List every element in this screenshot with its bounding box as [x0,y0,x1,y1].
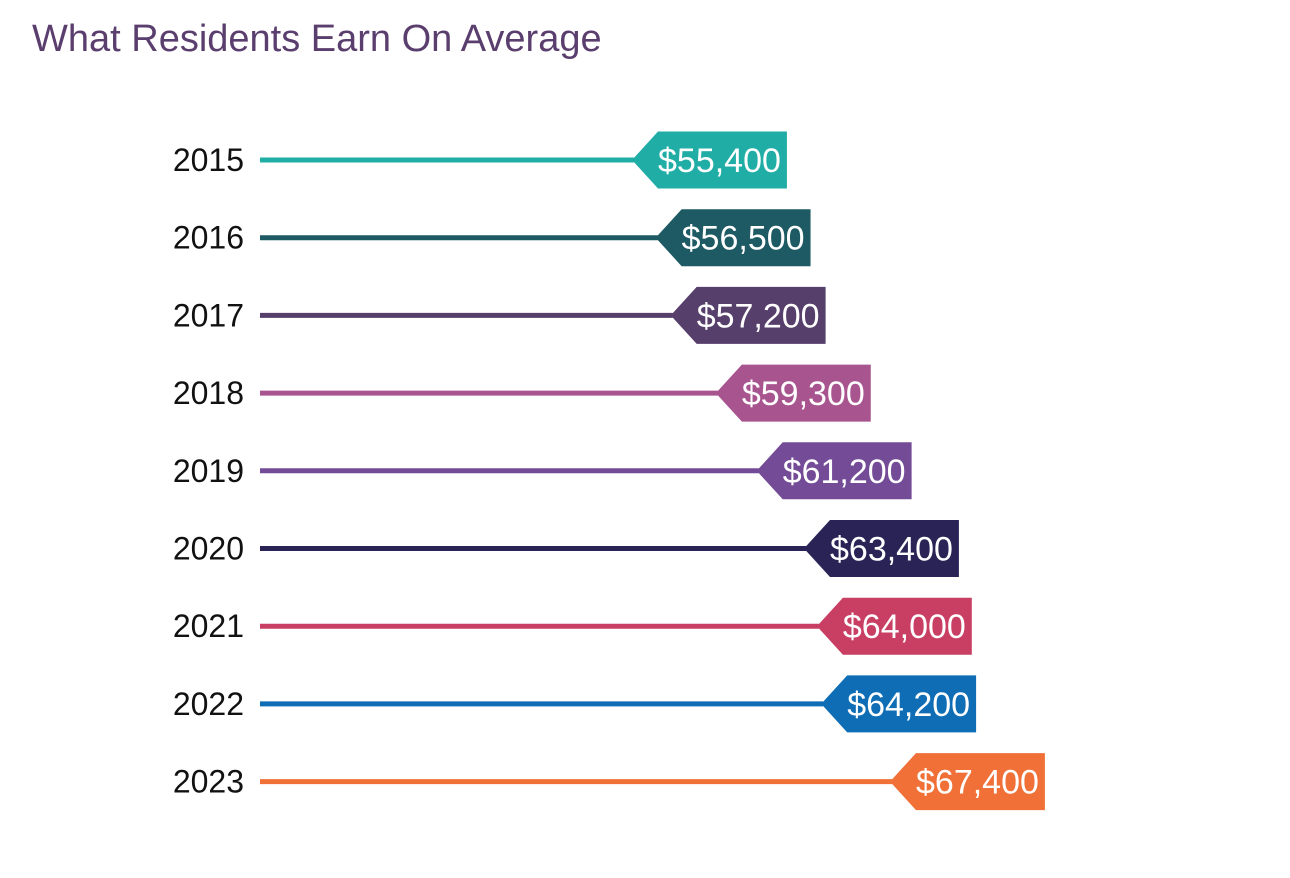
year-label: 2017 [173,297,244,333]
value-tag [821,675,977,733]
value-label: $57,200 [697,297,820,335]
year-label: 2016 [173,220,244,256]
value-label: $56,500 [682,220,805,258]
year-label: 2020 [173,531,244,567]
value-label: $67,400 [916,764,1039,802]
value-tag [632,131,787,189]
value-tag [804,520,959,577]
value-tag [756,442,912,500]
value-label: $64,000 [843,608,966,646]
year-label: 2021 [173,608,244,644]
year-label: 2023 [173,764,244,800]
year-label: 2018 [173,375,244,411]
value-label: $61,200 [783,453,906,491]
year-label: 2022 [173,686,244,722]
value-label: $59,300 [742,375,865,413]
year-label: 2019 [173,453,244,489]
year-label: 2015 [173,142,244,178]
value-label: $63,400 [830,531,953,569]
value-tag [670,286,826,344]
value-tag [715,364,871,422]
value-label: $64,200 [847,686,970,724]
value-tag [890,753,1045,811]
value-tag [655,209,811,267]
value-label: $55,400 [658,142,781,180]
value-tag [816,597,972,655]
chart-title: What Residents Earn On Average [32,18,602,60]
